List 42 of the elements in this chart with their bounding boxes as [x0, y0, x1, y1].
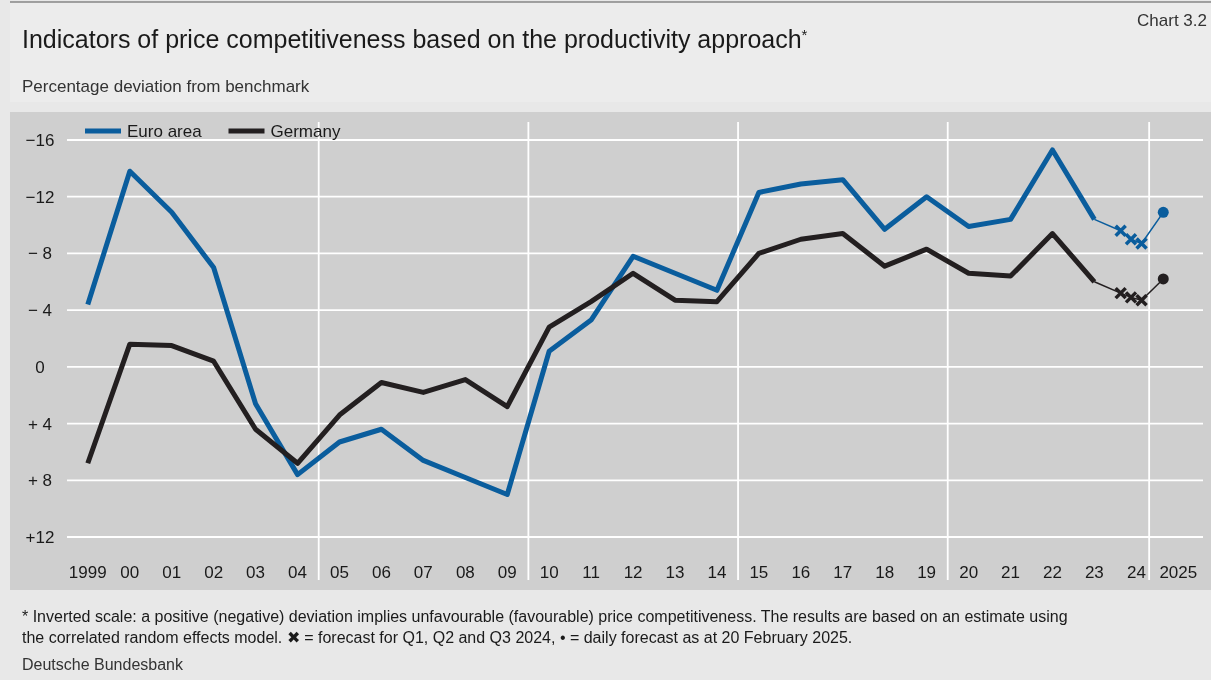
text: * Inverted scale: a positive (negative) deviation implies unfavourable (favourable) price competitiveness. The results are based on an estimate using the correlated random effects model. ✖ = forecast for Q1, Q2 and Q3 2024, • = daily forecast as at 20 February 2025.	[22, 608, 1068, 646]
x-tick-label: 17	[833, 563, 853, 582]
chart-title: Indicators of price competitiveness based on the productivity approach$^{*}$	[22, 25, 808, 53]
x-tick-label: 12	[623, 563, 643, 582]
x-tick-label: 16	[791, 563, 811, 582]
x-tick-label: 10	[539, 563, 559, 582]
y-tick-label: + 4	[27, 414, 53, 434]
x-tick-label: 09	[497, 563, 517, 582]
x-tick-label: 02	[204, 563, 224, 582]
x-tick-label: 22	[1043, 563, 1062, 582]
x-tick-label: 14	[707, 563, 727, 582]
x-tick-label: 2025	[1159, 563, 1198, 582]
y-tick-label: 0	[35, 357, 45, 377]
legend-label: Euro area	[127, 121, 203, 141]
text: Deutsche Bundesbank	[22, 656, 184, 673]
x-tick-label: 20	[959, 563, 979, 582]
x-tick-label: 23	[1084, 563, 1104, 582]
x-tick-label: 07	[413, 563, 433, 582]
x-tick-label: 06	[371, 563, 391, 582]
y-tick-label: +12	[25, 527, 55, 547]
x-tick-label: 19	[917, 563, 937, 582]
caption: Chart 3.2	[1137, 11, 1207, 30]
x-tick-label: 03	[246, 563, 266, 582]
y-tick-label: − 8	[27, 244, 53, 264]
x-tick-label: 21	[1001, 563, 1021, 582]
x-tick-label: 24	[1126, 563, 1146, 582]
x-tick-label: 11	[582, 563, 600, 582]
x-tick-label: 18	[875, 563, 895, 582]
x-tick-label: 04	[288, 563, 308, 582]
x-tick-label: 15	[749, 563, 769, 582]
y-tick-label: + 8	[27, 471, 53, 491]
y-tick-label: − 4	[27, 301, 53, 321]
x-tick-label: 05	[330, 563, 349, 582]
x-tick-label: 08	[455, 563, 475, 582]
x-tick-label: 00	[120, 563, 140, 582]
x-tick-label: 13	[665, 563, 685, 582]
legend-label: Germany	[270, 121, 341, 141]
y-tick-label: −16	[25, 130, 55, 150]
x-tick-label: 01	[162, 563, 182, 582]
chart-subtitle: Percentage deviation from benchmark	[22, 77, 310, 96]
x-tick-label: 1999	[68, 563, 107, 582]
y-tick-label: −12	[25, 187, 55, 207]
